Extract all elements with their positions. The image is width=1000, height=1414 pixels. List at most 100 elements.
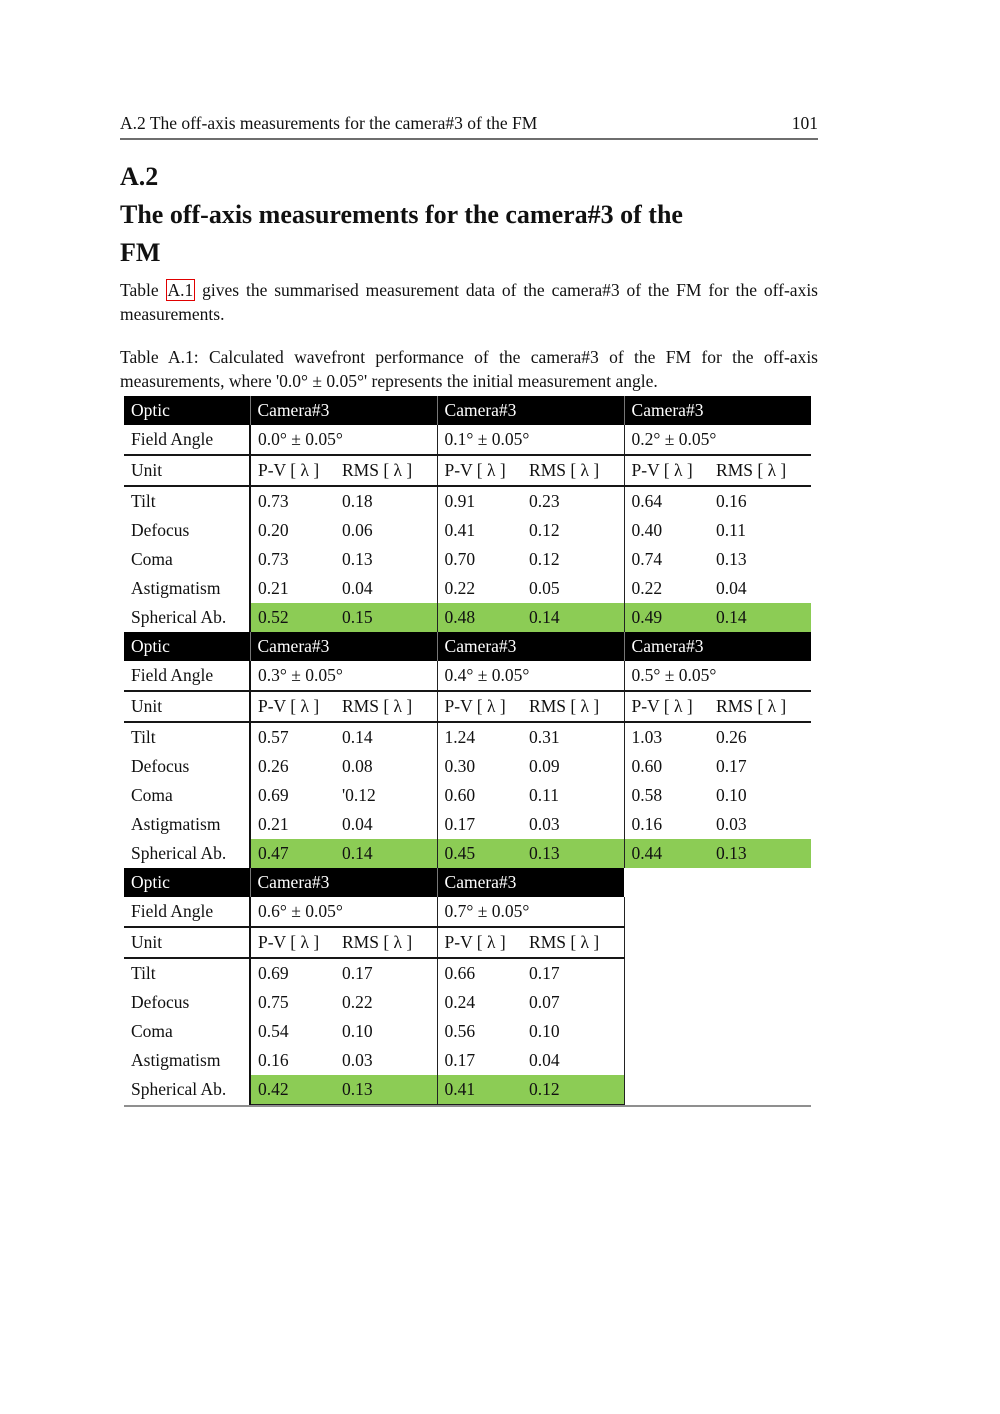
value-cell-rms: 0.12 xyxy=(522,1075,625,1105)
value-cell-rms: 0.14 xyxy=(342,727,373,747)
section-title-line2: FM xyxy=(120,238,161,267)
field-angle-value-cell: 0.6° ± 0.05° xyxy=(249,897,438,928)
value-cell-rms: 0.23 xyxy=(529,491,560,511)
value-cell-rms: 0.07 xyxy=(529,992,560,1012)
camera-header-cell: Camera#3 xyxy=(436,632,625,661)
table-reference-link[interactable]: A.1 xyxy=(165,278,196,301)
value-cell-pv: 0.41 xyxy=(436,1075,523,1105)
unit-pv-cell: P-V [ λ ] xyxy=(436,927,523,959)
value-cell-rms: 0.04 xyxy=(342,578,373,598)
value-cell-pv: 0.91 xyxy=(436,486,523,516)
row-label-cell: Field Angle xyxy=(124,661,251,692)
field-angle-value-cell: 0.3° ± 0.05° xyxy=(249,661,438,692)
void-cell xyxy=(623,927,812,958)
field-angle-row: Field Angle 0.3° ± 0.05° 0.4° ± 0.05° 0.5° … xyxy=(124,661,812,692)
optic-header-cell: Optic xyxy=(124,396,251,425)
value-cell-pv: 0.48 xyxy=(436,603,523,632)
value-cell-rms: 0.17 xyxy=(342,963,373,983)
value-cell-pv: 0.45 xyxy=(436,839,523,868)
unit-pv-cell: P-V [ λ ] xyxy=(249,455,335,487)
unit-row: Unit P-V [ λ ] RMS [ λ ] P-V [ λ ] RMS [ λ ]… xyxy=(124,691,812,723)
value-cell-pv: 0.58 xyxy=(623,781,710,810)
unit-pv-cell: P-V [ λ ] xyxy=(249,691,335,723)
row-label-cell: Coma xyxy=(124,545,251,574)
row-label-cell: Spherical Ab. xyxy=(124,839,251,868)
value-cell-rms: 0.14 xyxy=(335,839,438,868)
value-cell-rms: 0.13 xyxy=(716,549,747,569)
value-cell-rms: 0.13 xyxy=(709,839,812,868)
value-cell-pv: 0.44 xyxy=(623,839,710,868)
value-cell-pv: 0.73 xyxy=(249,545,335,574)
unit-pv-cell: P-V [ λ ] xyxy=(623,455,710,487)
row-label-cell: Defocus xyxy=(124,516,251,545)
row-label-cell: Astigmatism xyxy=(124,574,251,603)
value-cell-pv: 0.24 xyxy=(436,988,523,1017)
value-cell-pv: 0.60 xyxy=(623,752,710,781)
row-label-cell: Unit xyxy=(124,455,251,487)
spherical-aberration-row: Spherical Ab. 0.47 0.14 0.45 0.13 0.44 0.13 xyxy=(124,839,812,868)
optic-header-row: Optic Camera#3 Camera#3 Camera#3 xyxy=(124,396,812,425)
aberration-row: Defocus 0.26 0.08 0.30 0.09 0.60 0.17 xyxy=(124,752,811,781)
value-cell-pv: 0.17 xyxy=(436,810,523,839)
spherical-aberration-row: Spherical Ab. 0.52 0.15 0.48 0.14 0.49 0.14 xyxy=(124,603,812,632)
row-label-cell: Coma xyxy=(124,1017,251,1046)
aberration-row: Coma 0.73 0.13 0.70 0.12 0.74 0.13 xyxy=(124,545,811,574)
value-cell-rms: 0.26 xyxy=(716,727,747,747)
value-cell-pv: 0.30 xyxy=(436,752,523,781)
unit-pv-cell: P-V [ λ ] xyxy=(249,927,335,959)
value-cell-rms: 0.13 xyxy=(522,839,625,868)
aberration-row: Defocus 0.20 0.06 0.41 0.12 0.40 0.11 xyxy=(124,516,811,545)
value-cell-pv: 1.24 xyxy=(436,722,523,752)
void-cell xyxy=(623,988,812,1017)
value-cell-rms: 0.15 xyxy=(335,603,438,632)
unit-rms-cell: RMS [ λ ] xyxy=(335,691,438,723)
camera-header-cell: Camera#3 xyxy=(623,396,812,425)
value-cell-pv: 1.03 xyxy=(623,722,710,752)
field-angle-value-cell: 0.5° ± 0.05° xyxy=(623,661,812,692)
value-cell-pv: 0.41 xyxy=(436,516,523,545)
value-cell-pv: 0.16 xyxy=(623,810,710,839)
camera-header-cell: Camera#3 xyxy=(249,868,438,897)
aberration-row: Tilt 0.69 0.17 0.66 0.17 xyxy=(124,958,812,988)
row-label-cell: Defocus xyxy=(124,988,251,1017)
value-cell-pv: 0.49 xyxy=(623,603,710,632)
unit-row: Unit P-V [ λ ] RMS [ λ ] P-V [ λ ] RMS [ λ ]… xyxy=(124,455,812,487)
value-cell-rms: 0.04 xyxy=(342,814,373,834)
unit-rms-cell: RMS [ λ ] xyxy=(522,691,625,723)
value-cell-pv: 0.75 xyxy=(249,988,335,1017)
value-cell-rms: 0.06 xyxy=(342,520,373,540)
unit-rms-cell: RMS [ λ ] xyxy=(335,927,438,959)
field-angle-row: Field Angle 0.0° ± 0.05° 0.1° ± 0.05° 0.2° … xyxy=(124,425,812,456)
unit-row: Unit P-V [ λ ] RMS [ λ ] P-V [ λ ] RMS [ λ ] xyxy=(124,927,812,959)
unit-rms-cell: RMS [ λ ] xyxy=(335,455,438,487)
aberration-row: Defocus 0.75 0.22 0.24 0.07 xyxy=(124,988,812,1017)
measurement-table-wrapper: Optic Camera#3 Camera#3 Camera#3 Field Angle… xyxy=(124,396,812,1107)
value-cell-pv: 0.22 xyxy=(436,574,523,603)
row-label-cell: Spherical Ab. xyxy=(124,603,251,632)
value-cell-rms: 0.08 xyxy=(342,756,373,776)
field-angle-value-cell: 0.4° ± 0.05° xyxy=(436,661,625,692)
value-cell-pv: 0.56 xyxy=(436,1017,523,1046)
value-cell-rms: 0.17 xyxy=(529,963,560,983)
unit-rms-cell: RMS [ λ ] xyxy=(709,691,812,723)
value-cell-rms: '0.12 xyxy=(342,785,376,805)
row-label-cell: Unit xyxy=(124,927,251,959)
field-angle-value-cell: 0.7° ± 0.05° xyxy=(436,897,625,928)
value-cell-rms: 0.14 xyxy=(709,603,812,632)
value-cell-rms: 0.11 xyxy=(716,520,747,540)
row-label-cell: Field Angle xyxy=(124,897,251,928)
row-label-cell: Tilt xyxy=(124,958,251,988)
value-cell-rms: 0.12 xyxy=(529,520,560,540)
value-cell-rms: 0.10 xyxy=(716,785,747,805)
value-cell-pv: 0.69 xyxy=(249,781,335,810)
unit-rms-cell: RMS [ λ ] xyxy=(709,455,812,487)
camera-header-cell: Camera#3 xyxy=(436,868,625,897)
unit-pv-cell: P-V [ λ ] xyxy=(436,691,523,723)
void-cell xyxy=(623,958,812,988)
value-cell-pv: 0.57 xyxy=(249,722,335,752)
value-cell-pv: 0.40 xyxy=(623,516,710,545)
row-label-cell: Spherical Ab. xyxy=(124,1075,251,1105)
value-cell-rms: 0.11 xyxy=(529,785,559,805)
value-cell-pv: 0.74 xyxy=(623,545,710,574)
value-cell-pv: 0.60 xyxy=(436,781,523,810)
